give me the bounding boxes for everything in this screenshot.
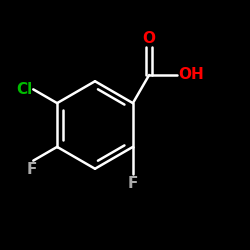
Text: F: F — [128, 176, 138, 191]
Text: F: F — [27, 162, 37, 177]
Text: OH: OH — [178, 68, 204, 82]
Text: Cl: Cl — [16, 82, 32, 97]
Text: O: O — [143, 31, 156, 46]
